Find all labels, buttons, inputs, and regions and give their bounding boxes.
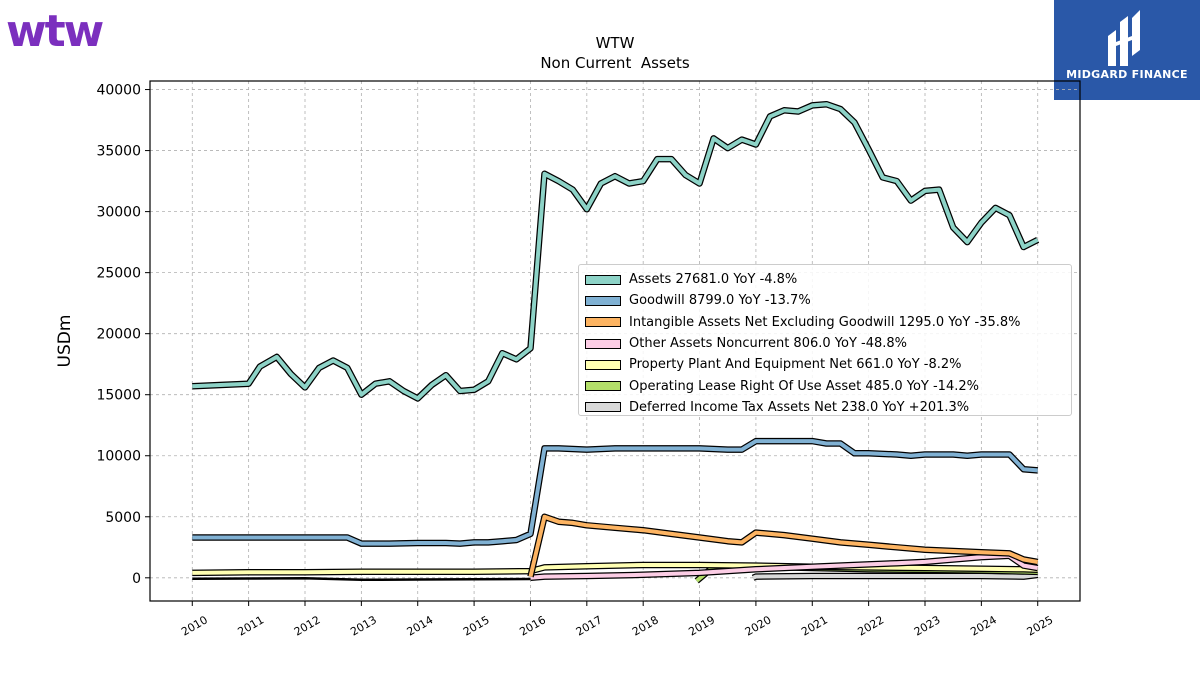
x-tick-label: 2020 (743, 613, 774, 638)
y-tick-label: 25000 (96, 266, 141, 282)
legend-item: Deferred Income Tax Assets Net 238.0 YoY… (585, 397, 1065, 418)
legend-swatch (585, 317, 621, 328)
x-tick-label: 2011 (236, 613, 267, 638)
y-axis-label: USDm (55, 315, 75, 368)
legend-item: Goodwill 8799.0 YoY -13.7% (585, 290, 1065, 311)
chart-legend: Assets 27681.0 YoY -4.8% Goodwill 8799.0 … (578, 264, 1072, 416)
plot-frame (149, 80, 1081, 602)
x-tick-label: 2010 (179, 613, 210, 638)
y-tick-label: 15000 (96, 388, 141, 404)
legend-label: Assets 27681.0 YoY -4.8% (629, 272, 798, 288)
wtw-logo-text: wtw (6, 8, 104, 56)
legend-swatch (585, 274, 621, 285)
legend-swatch (585, 338, 621, 349)
y-tick-label: 10000 (96, 449, 141, 465)
series-line (752, 572, 1038, 580)
x-tick-label: 2025 (1025, 613, 1056, 638)
legend-swatch (585, 402, 621, 413)
y-tick-label: 35000 (96, 144, 141, 160)
y-tick-label: 0 (132, 571, 141, 587)
legend-swatch (585, 381, 621, 392)
x-tick-label: 2023 (912, 613, 943, 638)
legend-item: Intangible Assets Net Excluding Goodwill… (585, 312, 1065, 333)
midgard-emblem-icon (1108, 10, 1140, 66)
y-tick-label: 30000 (96, 205, 141, 221)
legend-label: Other Assets Noncurrent 806.0 YoY -48.8% (629, 336, 908, 352)
x-tick-label: 2018 (630, 613, 661, 638)
legend-swatch (585, 295, 621, 306)
midgard-finance-logo: MIDGARD FINANCE (1054, 0, 1200, 100)
legend-item: Other Assets Noncurrent 806.0 YoY -48.8% (585, 333, 1065, 354)
x-tick-label: 2014 (405, 613, 436, 638)
legend-label: Intangible Assets Net Excluding Goodwill… (629, 314, 1021, 330)
legend-item: Operating Lease Right Of Use Asset 485.0… (585, 375, 1065, 396)
wtw-logo: wtw (6, 6, 124, 57)
y-tick-label: 20000 (96, 327, 141, 343)
series-line (192, 439, 1038, 546)
series-line-baseline (192, 577, 531, 582)
axis-ticks: 2010 2011 2012 2013 2014 2015 2016 2017 2018 2019… (96, 83, 1055, 639)
x-tick-label: 2024 (968, 613, 999, 638)
chart-title: WTW (596, 34, 635, 52)
legend-label: Operating Lease Right Of Use Asset 485.0… (629, 378, 979, 394)
chart-subtitle: Non Current Assets (540, 54, 690, 72)
series-line (528, 514, 1039, 578)
legend-label: Deferred Income Tax Assets Net 238.0 YoY… (629, 399, 970, 415)
y-tick-label: 40000 (96, 83, 141, 99)
x-tick-label: 2012 (292, 613, 323, 638)
legend-swatch (585, 359, 621, 370)
series-line (192, 102, 1039, 401)
x-tick-label: 2013 (348, 613, 379, 638)
wtw-logo-graphic: wtw (6, 6, 106, 57)
legend-item: Property Plant And Equipment Net 661.0 Y… (585, 354, 1065, 375)
x-tick-label: 2016 (517, 613, 548, 638)
legend-item: Assets 27681.0 YoY -4.8% (585, 269, 1065, 290)
x-tick-label: 2019 (686, 613, 717, 638)
series-line (192, 563, 1038, 575)
midgard-finance-wordmark: MIDGARD FINANCE (1066, 68, 1188, 81)
x-tick-label: 2021 (799, 613, 830, 638)
series-lines (192, 100, 1040, 584)
y-tick-label: 5000 (105, 510, 141, 526)
x-tick-label: 2015 (461, 613, 492, 638)
x-tick-label: 2022 (856, 613, 887, 638)
x-tick-label: 2017 (574, 613, 605, 638)
legend-label: Property Plant And Equipment Net 661.0 Y… (629, 357, 962, 373)
legend-label: Goodwill 8799.0 YoY -13.7% (629, 293, 811, 309)
